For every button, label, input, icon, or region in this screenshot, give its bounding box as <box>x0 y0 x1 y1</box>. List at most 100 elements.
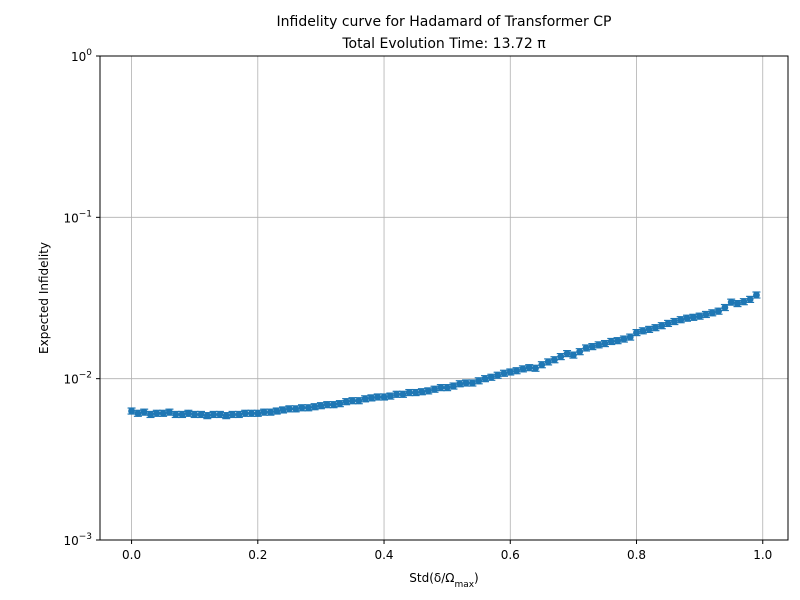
data-marker <box>702 311 710 318</box>
data-point <box>613 337 622 345</box>
data-point <box>266 408 275 416</box>
data-point <box>455 380 464 388</box>
data-marker <box>740 298 748 306</box>
data-point <box>632 328 641 337</box>
data-point <box>178 410 187 419</box>
data-marker <box>229 411 236 418</box>
data-marker <box>386 392 394 400</box>
data-marker <box>393 390 401 398</box>
data-marker <box>525 364 533 372</box>
data-marker <box>374 393 382 401</box>
data-point <box>752 291 761 299</box>
data-marker <box>715 307 722 315</box>
data-marker <box>443 384 451 392</box>
data-point <box>449 382 458 390</box>
data-point <box>386 392 395 400</box>
data-point <box>398 390 407 398</box>
data-marker <box>576 348 584 356</box>
data-point <box>525 364 534 372</box>
data-marker <box>626 333 634 341</box>
data-marker <box>487 373 495 381</box>
data-marker <box>241 409 249 417</box>
y-tick-label: 10−1 <box>63 209 92 225</box>
data-point <box>708 309 717 317</box>
data-marker <box>506 368 514 376</box>
data-marker <box>412 389 419 396</box>
data-point <box>203 412 212 420</box>
data-marker <box>734 300 741 307</box>
data-point <box>215 410 224 419</box>
data-point <box>588 343 597 351</box>
x-axis-label-subscript: max <box>454 580 474 590</box>
x-tick-label: 0.8 <box>627 548 646 562</box>
data-marker <box>582 344 590 352</box>
data-point <box>159 409 168 417</box>
data-point <box>651 324 660 332</box>
data-point <box>493 371 502 379</box>
data-point <box>430 385 439 393</box>
data-point <box>329 401 338 409</box>
data-point <box>127 407 136 415</box>
data-point <box>234 410 243 419</box>
data-marker <box>689 313 697 321</box>
data-marker <box>184 409 192 417</box>
data-marker <box>424 387 432 395</box>
data-marker <box>166 408 173 416</box>
chart-title: Infidelity curve for Hadamard of Transfo… <box>277 14 612 30</box>
data-marker <box>677 316 685 324</box>
data-marker <box>450 382 457 390</box>
data-marker <box>500 369 508 377</box>
data-point <box>531 364 540 372</box>
data-point <box>550 356 559 364</box>
data-marker <box>557 353 565 361</box>
data-marker <box>544 358 552 366</box>
data-marker <box>317 402 325 410</box>
data-marker <box>140 408 148 416</box>
data-marker <box>519 365 527 373</box>
data-marker <box>639 327 647 335</box>
y-tick-exponent: −3 <box>79 532 92 542</box>
data-marker <box>538 361 546 369</box>
data-point <box>727 298 736 306</box>
data-marker <box>569 351 577 359</box>
data-point <box>474 377 483 385</box>
data-marker <box>235 411 243 418</box>
data-marker <box>431 385 438 393</box>
data-point <box>241 409 250 417</box>
data-point <box>607 337 616 346</box>
data-marker <box>494 371 502 379</box>
data-point <box>367 394 376 402</box>
y-tick-exponent: 0 <box>86 48 92 58</box>
data-marker <box>342 398 350 406</box>
data-point <box>222 412 231 420</box>
data-marker <box>267 408 274 416</box>
data-marker <box>746 295 754 303</box>
data-point <box>253 409 262 417</box>
data-point <box>638 327 647 335</box>
data-point <box>670 317 679 326</box>
data-marker <box>563 350 571 358</box>
data-marker <box>633 329 640 336</box>
data-marker <box>361 395 369 403</box>
data-marker <box>222 412 230 420</box>
x-tick-label: 1.0 <box>753 548 772 562</box>
data-marker <box>601 340 609 347</box>
data-point <box>714 307 723 315</box>
data-marker <box>279 406 287 414</box>
y-tick-label: 10−3 <box>63 532 92 548</box>
data-point <box>695 312 704 320</box>
data-marker <box>456 380 464 388</box>
data-point <box>600 339 609 348</box>
data-point <box>443 384 452 392</box>
data-marker <box>551 356 558 364</box>
plot-frame <box>99 55 789 541</box>
x-tick-label: 0.2 <box>248 548 267 562</box>
data-marker <box>753 291 760 299</box>
points-layer <box>127 291 761 420</box>
data-point <box>316 402 325 410</box>
data-point <box>335 400 344 408</box>
x-axis-label-close: ) <box>474 571 479 585</box>
data-point <box>487 373 496 381</box>
